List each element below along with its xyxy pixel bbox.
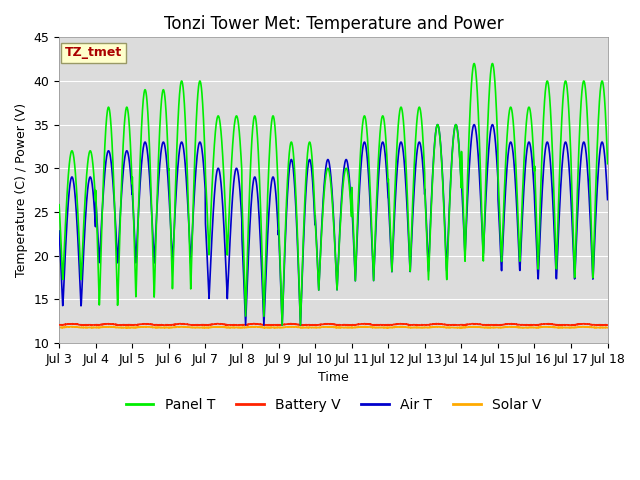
- Text: TZ_tmet: TZ_tmet: [65, 47, 122, 60]
- X-axis label: Time: Time: [318, 371, 349, 384]
- Legend: Panel T, Battery V, Air T, Solar V: Panel T, Battery V, Air T, Solar V: [120, 393, 547, 418]
- Y-axis label: Temperature (C) / Power (V): Temperature (C) / Power (V): [15, 103, 28, 277]
- Title: Tonzi Tower Met: Temperature and Power: Tonzi Tower Met: Temperature and Power: [164, 15, 503, 33]
